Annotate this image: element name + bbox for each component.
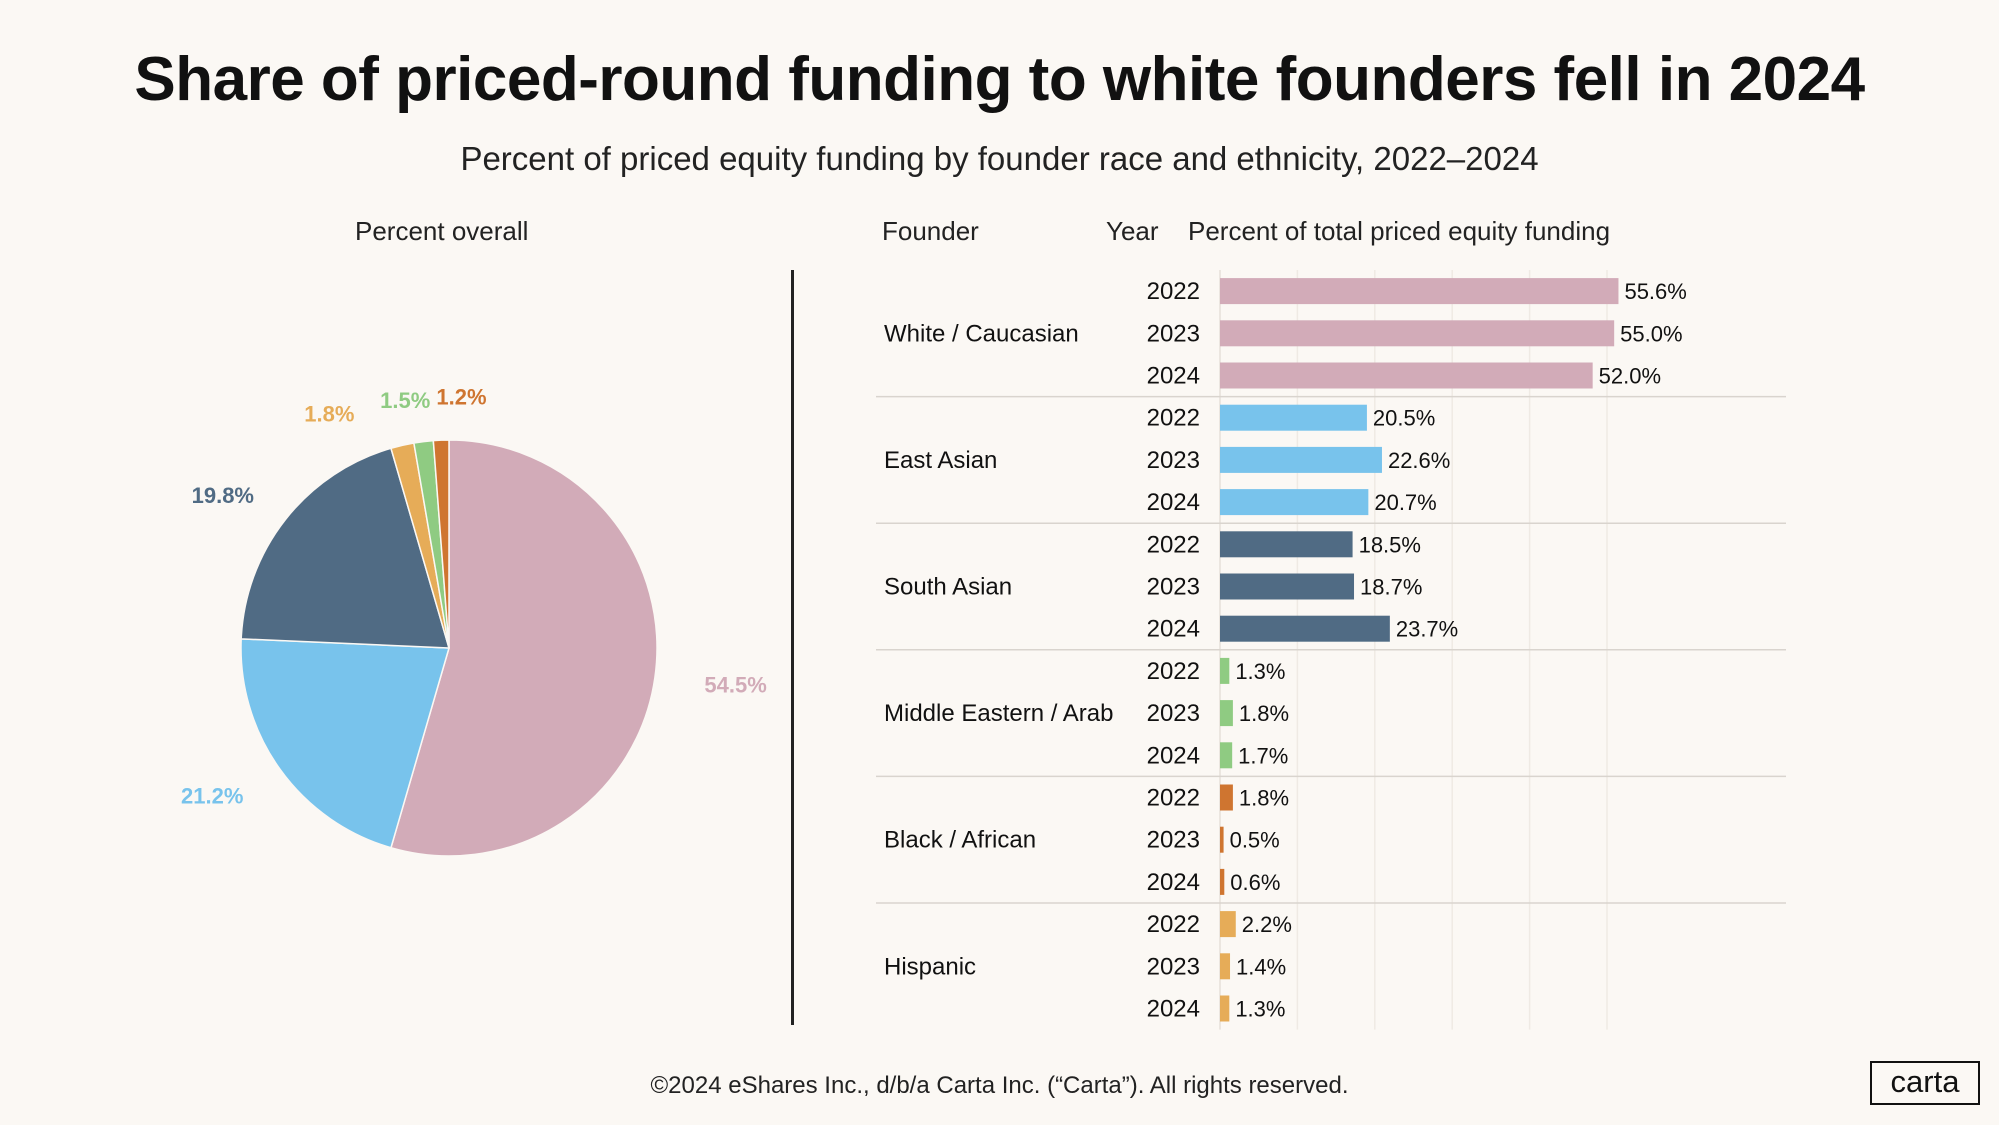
- founder-label-white-caucasian: White / Caucasian: [884, 320, 1079, 347]
- year-label: 2024: [1147, 363, 1200, 390]
- bar-hispanic-2022: [1220, 911, 1236, 938]
- chart-title: Share of priced-round funding to white f…: [134, 45, 1865, 114]
- pie-label-south-asian: 19.8%: [192, 483, 254, 508]
- pie-slice-white-caucasian: [390, 439, 658, 857]
- bar-white-caucasian-2022: [1220, 278, 1619, 305]
- founder-label-south-asian: South Asian: [884, 574, 1012, 601]
- year-label: 2022: [1147, 531, 1200, 558]
- bar-value-label: 22.6%: [1388, 448, 1450, 473]
- bar-white-caucasian-2024: [1220, 362, 1593, 389]
- pie-header: Percent overall: [355, 216, 529, 246]
- bar-value-label: 1.4%: [1236, 954, 1286, 979]
- bar-value-label: 55.6%: [1624, 279, 1686, 304]
- year-label: 2022: [1147, 278, 1200, 305]
- year-label: 2022: [1147, 911, 1200, 938]
- pie-chart: 54.5% 21.2% 19.8% 1.8% 1.5% 1.2%: [181, 384, 767, 857]
- year-label: 2024: [1147, 996, 1200, 1023]
- year-label: 2024: [1147, 616, 1200, 643]
- pie-slice-black-african: [432, 439, 450, 649]
- bar-value-label: 0.5%: [1230, 828, 1280, 853]
- bar-value-label: 55.0%: [1620, 321, 1682, 346]
- bar-chart: White / Caucasian 2022 55.6% 2023 55.0% 2024 5…: [876, 270, 1786, 1030]
- bar-east-asian-2023: [1220, 446, 1382, 473]
- bar-middle-eastern-arab-2024: [1220, 742, 1233, 769]
- carta-logo: carta: [1870, 1061, 1980, 1105]
- bar-value-label: 52.0%: [1599, 364, 1661, 389]
- founder-column-header: Founder: [882, 216, 979, 246]
- bar-value-label: 23.7%: [1396, 617, 1458, 642]
- bar-white-caucasian-2023: [1220, 320, 1615, 347]
- year-label: 2024: [1147, 869, 1200, 896]
- bar-black-african-2023: [1220, 826, 1224, 853]
- year-label: 2024: [1147, 742, 1200, 769]
- bar-black-african-2024: [1220, 868, 1225, 895]
- bar-value-label: 20.7%: [1374, 490, 1436, 515]
- founder-label-middle-eastern-arab: Middle Eastern / Arab: [884, 700, 1113, 727]
- bar-value-label: 18.5%: [1359, 532, 1421, 557]
- pie-label-middle-eastern-arab: 1.5%: [380, 388, 430, 413]
- year-label: 2022: [1147, 785, 1200, 812]
- pie-label-east-asian: 21.2%: [181, 783, 243, 808]
- year-label: 2023: [1147, 320, 1200, 347]
- pie-label-white-caucasian: 54.5%: [704, 672, 766, 697]
- bar-chart-header: Percent of total priced equity funding: [1188, 216, 1611, 246]
- bar-value-label: 1.3%: [1235, 659, 1285, 684]
- pie-label-hispanic: 1.8%: [304, 401, 354, 426]
- year-label: 2023: [1147, 700, 1200, 727]
- year-label: 2023: [1147, 827, 1200, 854]
- bar-hispanic-2024: [1220, 995, 1230, 1022]
- year-label: 2023: [1147, 447, 1200, 474]
- bar-value-label: 1.8%: [1239, 786, 1289, 811]
- year-label: 2022: [1147, 658, 1200, 685]
- founder-label-hispanic: Hispanic: [884, 953, 976, 980]
- pie-slice-east-asian: [240, 638, 450, 849]
- bar-black-african-2022: [1220, 784, 1233, 811]
- bar-value-label: 1.7%: [1238, 743, 1288, 768]
- bar-south-asian-2022: [1220, 531, 1353, 558]
- bar-east-asian-2022: [1220, 404, 1367, 431]
- bar-value-label: 1.8%: [1239, 701, 1289, 726]
- founder-label-east-asian: East Asian: [884, 447, 997, 474]
- bar-middle-eastern-arab-2023: [1220, 700, 1233, 727]
- bar-value-label: 18.7%: [1360, 575, 1422, 600]
- year-label: 2022: [1147, 405, 1200, 432]
- copyright-footer: ©2024 eShares Inc., d/b/a Carta Inc. (“C…: [650, 1072, 1349, 1099]
- pie-label-black-african: 1.2%: [436, 384, 486, 409]
- bar-value-label: 2.2%: [1242, 912, 1292, 937]
- year-label: 2023: [1147, 574, 1200, 601]
- chart-subtitle: Percent of priced equity funding by foun…: [460, 140, 1539, 177]
- bar-value-label: 1.3%: [1235, 997, 1285, 1022]
- year-label: 2023: [1147, 953, 1200, 980]
- pie-slice-south-asian: [240, 447, 451, 649]
- bar-east-asian-2024: [1220, 489, 1369, 516]
- year-label: 2024: [1147, 489, 1200, 516]
- chart-divider: [791, 270, 794, 1025]
- bar-value-label: 0.6%: [1230, 870, 1280, 895]
- bar-middle-eastern-arab-2022: [1220, 657, 1230, 684]
- founder-label-black-african: Black / African: [884, 827, 1036, 854]
- bar-value-label: 20.5%: [1373, 406, 1435, 431]
- year-column-header: Year: [1106, 216, 1159, 246]
- bar-hispanic-2023: [1220, 953, 1231, 980]
- bar-south-asian-2024: [1220, 615, 1390, 642]
- bar-south-asian-2023: [1220, 573, 1355, 600]
